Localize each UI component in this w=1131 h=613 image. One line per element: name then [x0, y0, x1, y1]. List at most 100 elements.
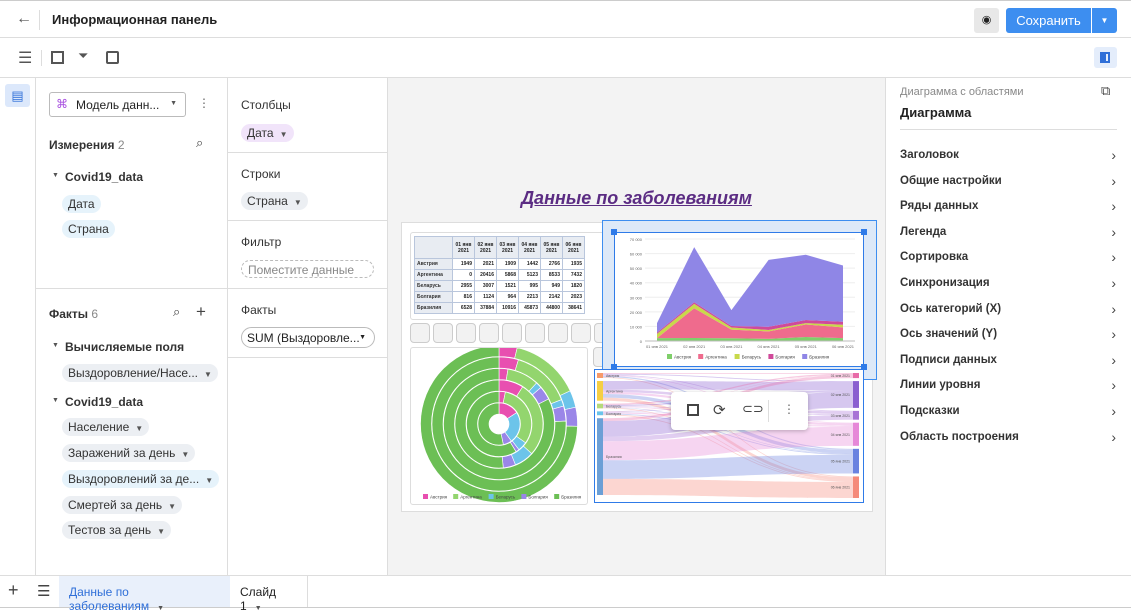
caret-down-icon[interactable]: ▼: [135, 424, 144, 433]
column-header[interactable]: 03 янв 2021: [496, 236, 519, 259]
preview-button[interactable]: ◉: [974, 8, 999, 33]
row-chip[interactable]: Страна: [247, 194, 288, 208]
caret-down-icon[interactable]: ▼: [205, 476, 214, 485]
column-header[interactable]: 02 янв 2021: [474, 236, 497, 259]
property-section[interactable]: Ось категорий (X) ›: [900, 299, 1116, 319]
fact-chip[interactable]: Население: [68, 420, 130, 434]
search-icon[interactable]: ⌕: [196, 135, 204, 150]
row-header[interactable]: Беларусь: [414, 280, 453, 292]
property-section[interactable]: Подсказки ›: [900, 401, 1116, 421]
filter-icon[interactable]: ⏷: [78, 48, 89, 63]
copy-icon[interactable]: ⧉: [1101, 83, 1111, 98]
sankey-widget[interactable]: Австрия Аргентина Беларусь Болгария Бразилия…: [594, 369, 864, 503]
model-select[interactable]: ⌘ Модель данн... ▼: [49, 92, 186, 117]
plus-icon[interactable]: +: [196, 302, 206, 321]
property-section[interactable]: Легенда ›: [900, 222, 1116, 242]
placeholder-widget[interactable]: [525, 323, 545, 343]
save-button[interactable]: Сохранить: [1006, 8, 1091, 33]
fact-chip[interactable]: Выздоровлений за де...: [68, 472, 200, 486]
dimension-chip[interactable]: Страна: [62, 220, 115, 238]
refresh-icon[interactable]: ⟳: [713, 402, 726, 419]
caret-down-icon[interactable]: ▼: [279, 130, 288, 139]
dashboard-canvas: Данные по заболеваниям 01 янв 2021 02 янв…: [388, 78, 885, 575]
column-header[interactable]: 06 янв 2021: [562, 236, 585, 259]
property-section[interactable]: Общие настройки ›: [900, 171, 1116, 191]
property-section[interactable]: Подписи данных ›: [900, 350, 1116, 370]
fact-chip[interactable]: Смертей за день: [68, 498, 163, 512]
tab-slide[interactable]: Слайд 1 ▼: [230, 576, 308, 613]
property-section[interactable]: Ось значений (Y) ›: [900, 324, 1116, 344]
pivot-table: 01 янв 2021 02 янв 2021 03 янв 2021 04 янв …: [414, 236, 585, 314]
slides-list-icon[interactable]: ☰: [37, 583, 51, 600]
placeholder-widget[interactable]: [433, 323, 453, 343]
property-section[interactable]: Линии уровня ›: [900, 375, 1116, 395]
more-icon[interactable]: ⋮: [783, 402, 795, 416]
pivot-table-widget[interactable]: 01 янв 2021 02 янв 2021 03 янв 2021 04 янв …: [410, 232, 612, 320]
caret-down-icon[interactable]: ▼: [254, 605, 262, 612]
dimension-chip[interactable]: Дата: [62, 195, 101, 213]
property-section[interactable]: Область построения ›: [900, 427, 1116, 447]
fact-chip[interactable]: Выздоровление/Насе...: [68, 366, 199, 380]
sankey-target-label: 04 янв 2021: [831, 433, 850, 437]
menu-icon[interactable]: ☰: [18, 50, 33, 67]
add-chart-icon[interactable]: [51, 51, 64, 64]
property-section[interactable]: Синхронизация ›: [900, 273, 1116, 293]
row-header[interactable]: Болгария: [414, 291, 453, 303]
column-header[interactable]: 01 янв 2021: [452, 236, 475, 259]
resize-handle[interactable]: [611, 364, 617, 370]
sunburst-widget[interactable]: Австрия Аргентина Беларусь Болгария Бразилия: [410, 345, 588, 505]
calc-group[interactable]: Вычисляемые поля: [65, 340, 185, 354]
property-section[interactable]: Ряды данных ›: [900, 196, 1116, 216]
caret-down-icon[interactable]: ▼: [204, 370, 212, 379]
resize-handle[interactable]: [861, 364, 867, 370]
placeholder-widget[interactable]: [548, 323, 568, 343]
add-slide-icon[interactable]: +: [8, 580, 19, 600]
filter-drop-zone[interactable]: Поместите данные: [241, 260, 374, 278]
placeholder-widget[interactable]: [410, 323, 430, 343]
placeholder-widget[interactable]: [571, 323, 591, 343]
expand-icon[interactable]: ▼: [52, 397, 59, 404]
table-cell: 1521: [496, 280, 519, 292]
toggle-panel-button[interactable]: [1094, 47, 1117, 68]
property-section[interactable]: Заголовок ›: [900, 145, 1116, 165]
y-tick-label: 70 000: [630, 237, 643, 242]
legend-swatch: [488, 494, 494, 499]
fact-group[interactable]: Covid19_data: [65, 395, 144, 409]
link-icon[interactable]: ⊂⊃: [742, 401, 764, 416]
search-icon[interactable]: ⌕: [173, 304, 181, 319]
caret-down-icon[interactable]: ▼: [293, 198, 302, 207]
column-header[interactable]: 04 янв 2021: [518, 236, 541, 259]
tab-slide-active[interactable]: Данные по заболеваниям ▼: [59, 576, 230, 613]
caret-down-icon[interactable]: ▼: [157, 527, 166, 536]
facts-select[interactable]: SUM (Выздоровле... ▼: [241, 327, 375, 348]
expand-icon[interactable]: ▼: [52, 342, 59, 349]
placeholder-widget[interactable]: [479, 323, 499, 343]
caret-down-icon[interactable]: ▼: [181, 450, 190, 459]
fact-chip[interactable]: Тестов за день: [68, 523, 152, 537]
more-icon[interactable]: ⋮: [198, 96, 210, 110]
resize-handle[interactable]: [611, 229, 617, 235]
save-options-button[interactable]: ▼: [1092, 8, 1117, 33]
placeholder-widget[interactable]: [456, 323, 476, 343]
column-header[interactable]: 05 янв 2021: [540, 236, 563, 259]
caret-down-icon[interactable]: ▼: [157, 605, 165, 612]
chart-type-icon[interactable]: [687, 404, 699, 416]
back-arrow-icon[interactable]: ←: [16, 10, 32, 27]
area-chart-widget[interactable]: 0 10 000 20 000 30 000 40 000 50 000 60 000 70 …: [614, 232, 864, 367]
dataset-name[interactable]: Covid19_data: [65, 170, 144, 184]
placeholder-widget[interactable]: [502, 323, 522, 343]
resize-handle[interactable]: [861, 229, 867, 235]
property-section[interactable]: Сортировка ›: [900, 247, 1116, 267]
data-panel-button[interactable]: ▤: [5, 84, 30, 107]
splitter[interactable]: [36, 288, 228, 289]
layout-icon[interactable]: [106, 51, 119, 64]
row-header[interactable]: Бразилия: [414, 302, 453, 314]
row-header[interactable]: Австрия: [414, 258, 453, 270]
caret-down-icon[interactable]: ▼: [168, 502, 177, 511]
sankey-source-node: [597, 380, 603, 401]
fact-chip[interactable]: Заражений за день: [68, 446, 176, 460]
dashboard-title[interactable]: Данные по заболеваниям: [521, 188, 752, 208]
expand-icon[interactable]: ▼: [52, 172, 59, 179]
row-header[interactable]: Аргентина: [414, 269, 453, 281]
column-chip[interactable]: Дата: [247, 126, 274, 140]
